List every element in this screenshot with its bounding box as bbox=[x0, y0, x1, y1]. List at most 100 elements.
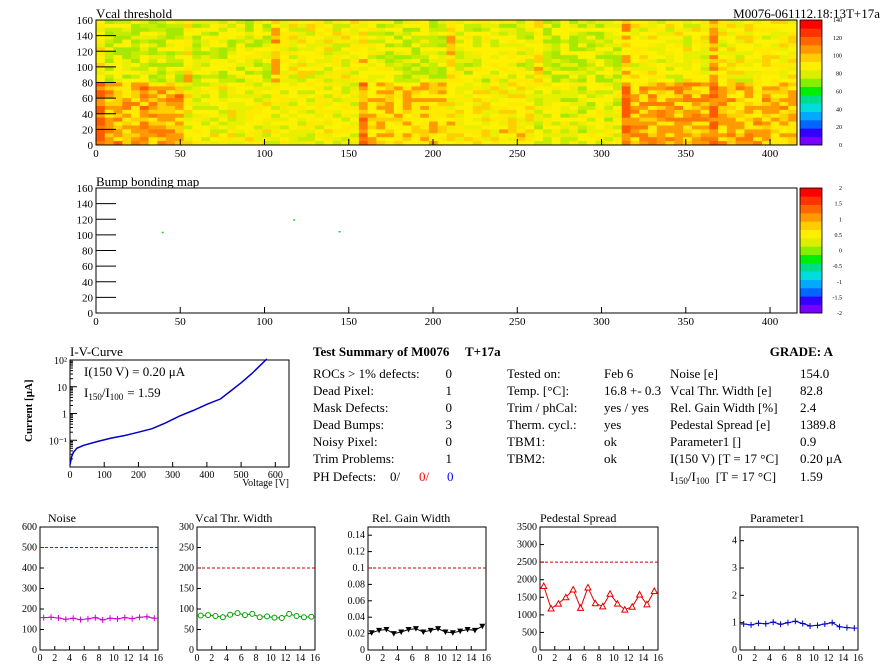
heatmap-cell bbox=[507, 51, 517, 56]
heatmap-cell bbox=[341, 23, 351, 29]
small-ytick-label: 300 bbox=[179, 522, 194, 533]
heatmap-cell bbox=[420, 90, 430, 95]
heatmap-cell bbox=[753, 109, 763, 115]
heatmap-cell bbox=[420, 51, 430, 56]
heatmap-cell bbox=[218, 39, 228, 44]
heatmap-cell bbox=[192, 121, 202, 126]
heatmap-cell bbox=[499, 137, 509, 142]
heatmap-cell bbox=[209, 129, 220, 134]
heatmap-cell bbox=[420, 82, 430, 87]
heatmap-cell bbox=[113, 39, 123, 44]
heatmap-cell bbox=[709, 113, 719, 119]
heatmap-cell bbox=[507, 78, 517, 83]
heatmap-cell bbox=[770, 105, 780, 111]
heatmap-cell bbox=[674, 74, 684, 79]
heatmap-cell bbox=[96, 23, 106, 29]
heatmap-cell bbox=[420, 62, 430, 68]
bump-xtick-label: 150 bbox=[341, 316, 358, 328]
heatmap-cell bbox=[481, 82, 491, 87]
heatmap-cell bbox=[595, 74, 605, 79]
heatmap-cell bbox=[411, 121, 421, 126]
heatmap-cell bbox=[621, 105, 631, 111]
heatmap-cell bbox=[753, 129, 763, 134]
heatmap-cell bbox=[551, 47, 561, 52]
heatmap-cell bbox=[227, 117, 237, 122]
heatmap-cell bbox=[280, 141, 290, 146]
heatmap-cell bbox=[157, 31, 167, 37]
heatmap-cell bbox=[358, 141, 369, 146]
data-point bbox=[762, 620, 769, 627]
heatmap-cell bbox=[612, 90, 623, 95]
heatmap-cell bbox=[744, 35, 754, 40]
heatmap-cell bbox=[428, 113, 439, 119]
heatmap-cell bbox=[367, 121, 377, 126]
heatmap-cell bbox=[674, 109, 684, 115]
heatmap-cell bbox=[481, 43, 491, 48]
heatmap-cell bbox=[350, 47, 360, 52]
small-ytick-label: 0.08 bbox=[348, 579, 366, 590]
heatmap-cell bbox=[770, 20, 780, 25]
heatmap-cell bbox=[332, 62, 342, 68]
heatmap-cell bbox=[630, 59, 640, 64]
heatmap-cell bbox=[166, 82, 176, 87]
heatmap-cell bbox=[490, 20, 500, 25]
data-point bbox=[219, 614, 226, 621]
heatmap-cell bbox=[577, 137, 588, 142]
small-xtick-label: 6 bbox=[582, 653, 587, 664]
heatmap-cell bbox=[244, 117, 255, 122]
heatmap-cell bbox=[507, 39, 517, 44]
heatmap-cell bbox=[183, 66, 193, 72]
heatmap-cell bbox=[516, 27, 526, 33]
heatmap-cell bbox=[744, 141, 754, 146]
small-chart-frame bbox=[196, 526, 316, 651]
heatmap-cell bbox=[683, 102, 693, 107]
heatmap-cell bbox=[253, 141, 263, 146]
heatmap-cell bbox=[350, 78, 360, 83]
heatmap-cell bbox=[139, 121, 149, 126]
heatmap-cell bbox=[288, 86, 298, 91]
heatmap-cell bbox=[770, 98, 780, 103]
data-point bbox=[748, 621, 755, 628]
heatmap-cell bbox=[753, 51, 763, 56]
heatmap-cell bbox=[288, 20, 298, 25]
heatmap-cell bbox=[104, 129, 114, 134]
small-ytick-label: 0.12 bbox=[348, 547, 366, 558]
heatmap-cell bbox=[393, 102, 404, 107]
heatmap-cell bbox=[446, 27, 456, 33]
heatmap-cell bbox=[306, 117, 316, 122]
heatmap-cell bbox=[157, 51, 167, 56]
heatmap-cell bbox=[306, 23, 316, 29]
heatmap-cell bbox=[481, 117, 491, 122]
heatmap-cell bbox=[201, 102, 211, 107]
heatmap-cell bbox=[674, 23, 684, 29]
heatmap-cell bbox=[420, 86, 430, 91]
small-xtick-label: 8 bbox=[597, 653, 602, 664]
heatmap-cell bbox=[131, 133, 141, 138]
heatmap-cell bbox=[315, 78, 325, 83]
heatmap-cell bbox=[201, 66, 211, 72]
data-point bbox=[92, 614, 99, 621]
heatmap-cell bbox=[691, 20, 702, 25]
heatmap-cell bbox=[393, 137, 404, 142]
heatmap-cell bbox=[166, 62, 176, 68]
heatmap-cell bbox=[683, 55, 693, 60]
heatmap-cell bbox=[253, 109, 263, 115]
heatmap-cell bbox=[446, 70, 456, 76]
heatmap-cell bbox=[271, 27, 281, 33]
heatmap-cell bbox=[525, 137, 535, 142]
heatmap-cell bbox=[761, 55, 772, 60]
heatmap-cell bbox=[437, 47, 447, 52]
heatmap-cell bbox=[595, 70, 605, 76]
heatmap-cell bbox=[297, 51, 307, 56]
heatmap-cell bbox=[542, 55, 553, 60]
heatmap-cell bbox=[244, 35, 255, 40]
heatmap-cell bbox=[166, 35, 176, 40]
heatmap-cell bbox=[323, 59, 333, 64]
heatmap-cell bbox=[297, 78, 307, 83]
heatmap-cell bbox=[341, 129, 351, 134]
heatmap-cell bbox=[525, 59, 535, 64]
data-point bbox=[620, 605, 629, 613]
heatmap-cell bbox=[534, 27, 544, 33]
heatmap-cell bbox=[455, 20, 465, 25]
heatmap-cell bbox=[323, 78, 333, 83]
